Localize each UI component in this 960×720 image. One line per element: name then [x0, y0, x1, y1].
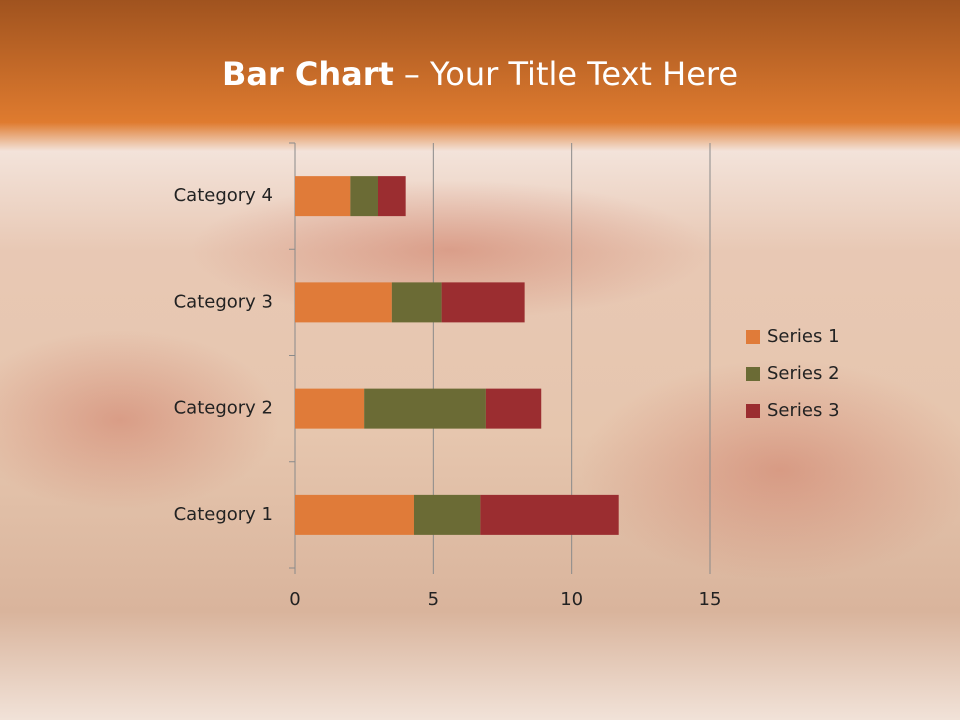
y-tick-label: Category 2: [174, 398, 273, 419]
bar-segment: [364, 388, 486, 429]
bar-segment: [391, 282, 442, 323]
x-tick-label: 15: [699, 589, 722, 610]
bar-segment: [485, 388, 542, 429]
legend-label: Series 2: [767, 363, 840, 384]
bar-segment: [350, 176, 378, 217]
bar-segment: [441, 282, 525, 323]
legend-swatch: [746, 404, 760, 418]
x-tick-label: 5: [428, 589, 439, 610]
y-tick-label: Category 4: [174, 185, 273, 206]
legend-swatch: [746, 330, 760, 344]
bar-segment: [480, 494, 619, 535]
legend-label: Series 1: [767, 326, 840, 347]
slide-title: Bar Chart – Your Title Text Here: [222, 55, 738, 93]
bar-segment: [295, 494, 414, 535]
legend-label: Series 3: [767, 400, 840, 421]
title-rest: – Your Title Text Here: [404, 55, 738, 93]
x-tick-label: 0: [289, 589, 300, 610]
background-texture: [580, 360, 960, 580]
background-texture: [0, 330, 280, 510]
y-tick-label: Category 3: [174, 291, 273, 312]
chart: 0 5 10 15 Category 1 Category 2 Category 3 Cate…: [174, 142, 840, 610]
legend-swatch: [746, 367, 760, 381]
bar-segment: [295, 176, 351, 217]
bar-segment: [378, 176, 406, 217]
bar-segment: [295, 282, 392, 323]
bar-segment: [295, 388, 365, 429]
bar-segment: [413, 494, 481, 535]
x-tick-label: 10: [560, 589, 583, 610]
y-tick-label: Category 1: [174, 504, 273, 525]
title-bold: Bar Chart: [222, 55, 394, 93]
